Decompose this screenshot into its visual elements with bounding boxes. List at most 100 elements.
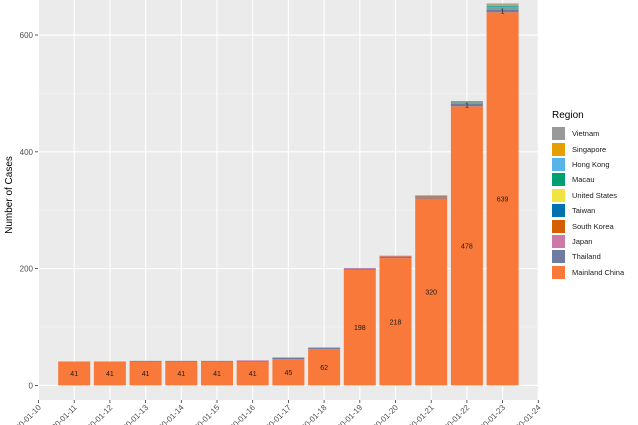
bar-segment-mainland-china (201, 361, 233, 386)
bars (58, 3, 519, 386)
legend-item: Vietnam (552, 126, 638, 141)
legend-swatch (552, 173, 565, 187)
legend-label: Japan (572, 236, 593, 246)
bar-value-label: 1 (465, 103, 469, 110)
y-axis-title: Number of Cases (4, 156, 15, 234)
bar-segment-japan (486, 9, 519, 10)
bar-segment-south-korea (486, 8, 519, 10)
bar-value-label: 41 (106, 371, 114, 378)
bar-segment-thailand (486, 9, 519, 13)
bar-segment-japan (272, 357, 305, 358)
legend-label: Thailand (572, 252, 601, 262)
bar-segment-thailand (201, 360, 233, 362)
bar-segment-united-states (415, 195, 448, 196)
bar-segment-mainland-china (236, 361, 269, 386)
bar-segment-japan (450, 103, 483, 104)
bar-segment-macau (486, 6, 519, 8)
bar-value-label: 41 (213, 371, 221, 378)
x-tick-label: 2020-01-11 (44, 403, 79, 425)
bar-value-label: 198 (354, 325, 366, 332)
bar-segment-mainland-china (486, 12, 519, 386)
y-tick-label: 0 (29, 381, 34, 390)
x-axis: 2020-01-10 2020-01-11 2020-01-12 2020-01-13… (8, 400, 543, 425)
bar-segment-singapore (486, 4, 519, 6)
bar-segment-taiwan (486, 8, 519, 9)
x-tick-label: 2020-01-13 (115, 403, 151, 425)
bar-segment-thailand (415, 197, 448, 199)
legend-item: South Korea (552, 218, 638, 233)
x-tick-label: 2020-01-16 (222, 403, 258, 425)
bar-segment-taiwan (450, 102, 483, 103)
x-tick-label: 2020-01-23 (472, 403, 508, 425)
y-tick-label: 400 (20, 148, 34, 157)
bar-segment-mainland-china (58, 361, 91, 386)
y-tick-label: 600 (20, 31, 34, 40)
x-tick-label: 2020-01-12 (79, 403, 115, 425)
x-tick-label: 2020-01-18 (293, 403, 329, 425)
bar-segment-thailand (272, 357, 305, 360)
legend-title: Region (552, 110, 584, 121)
bar-segment-mainland-china (165, 361, 198, 386)
legend-items: Vietnam Singapore Hong Kong Macau United Sta… (552, 126, 638, 280)
bar-segment-japan (415, 196, 448, 198)
legend-label: Taiwan (572, 206, 596, 216)
legend-swatch (552, 204, 565, 218)
bar-value-label: 639 (497, 196, 509, 203)
legend-label: Vietnam (572, 129, 600, 139)
bar-labels: 41 41 41 41 41 41 45 62 198 218 320 478 639 1 1 (70, 9, 508, 378)
bar-value-label: 320 (425, 289, 437, 296)
bar-segment-vietnam (486, 3, 519, 5)
bar-segment-thailand (236, 360, 269, 362)
legend-item: Macau (552, 172, 638, 187)
bar-segment-mainland-china (129, 361, 162, 386)
legend-swatch (552, 250, 565, 264)
bar-segment-united-states (450, 101, 483, 103)
bar-segment-mainland-china (450, 106, 483, 386)
bar-segment-macau (450, 101, 483, 102)
legend-label: United States (572, 190, 618, 200)
bar-segment-japan (379, 256, 412, 257)
bar-segment-mainland-china (308, 349, 341, 386)
x-tick-label: 2020-01-17 (258, 403, 294, 425)
bar-segment-united-states (486, 7, 519, 9)
legend-item: Hong Kong (552, 157, 638, 172)
legend-item: Japan (552, 234, 638, 249)
legend-label: Hong Kong (572, 159, 610, 169)
bar-segment-south-korea (450, 102, 483, 104)
legend-label: Singapore (572, 144, 607, 154)
bar-value-label: 478 (461, 243, 473, 250)
legend-item: United States (552, 188, 638, 203)
x-tick-label: 2020-01-20 (365, 403, 401, 425)
legend-swatch (552, 234, 565, 248)
bar-segment-thailand (129, 360, 162, 362)
legend-item: Taiwan (552, 203, 638, 218)
bar-segment-south-korea (379, 255, 412, 257)
bar-segment-thailand (379, 256, 412, 259)
x-tick-label: 2020-01-15 (186, 403, 222, 425)
bar-segment-mainland-china (93, 361, 126, 386)
legend-swatch (552, 265, 565, 279)
bar-segment-mainland-china (343, 269, 376, 386)
legend-swatch (552, 127, 565, 141)
legend-label: Macau (572, 175, 595, 185)
bar-segment-taiwan (415, 195, 448, 197)
x-tick-label: 2020-01-19 (329, 403, 365, 425)
bar-value-label: 1 (501, 9, 505, 16)
bar-segment-thailand (165, 360, 198, 362)
bar-segment-thailand (450, 103, 483, 107)
legend-item: Mainland China (552, 265, 638, 280)
bar-value-label: 41 (177, 371, 185, 378)
bar-segment-thailand (343, 268, 376, 270)
bar-value-label: 41 (249, 371, 257, 378)
x-tick-label: 2020-01-22 (436, 403, 472, 425)
legend-label: Mainland China (572, 267, 625, 277)
bar-segment-mainland-china (415, 198, 448, 386)
y-axis: 0 200 400 600 (20, 31, 38, 390)
bar-value-label: 41 (142, 371, 150, 378)
bar-value-label: 62 (320, 365, 328, 372)
bar-segment-mainland-china (379, 258, 412, 386)
legend: Region Vietnam Singapore Hong Kong Macau Uni… (552, 110, 638, 280)
legend-swatch (552, 188, 565, 202)
bar-segment-south-korea (415, 196, 448, 197)
